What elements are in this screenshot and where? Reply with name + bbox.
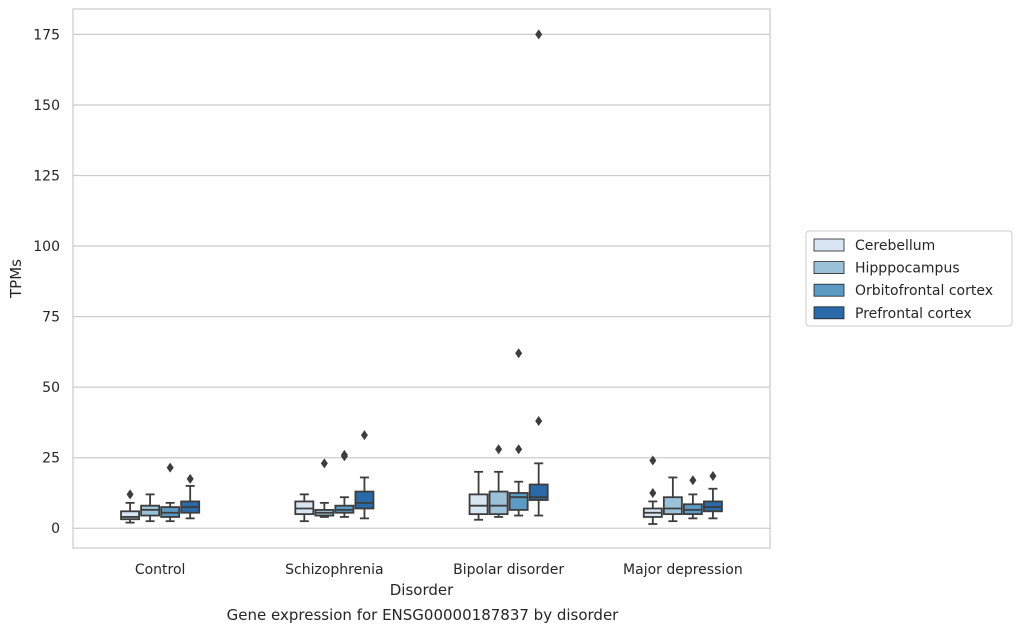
y-tick-label: 175: [33, 27, 60, 43]
legend-frame: [805, 230, 1013, 327]
box-1-1: [314, 458, 335, 518]
y-tick-label: 125: [33, 168, 60, 184]
box-iqr: [354, 490, 375, 510]
y-tick-label: 50: [42, 380, 60, 396]
box-3-0: [180, 473, 201, 520]
box-2-0: [160, 462, 181, 523]
outlier-point: [515, 444, 523, 455]
box-iqr: [488, 490, 509, 516]
outlier-point: [495, 444, 503, 455]
legend: Cerebellum Hipppocampus Orbitofrontal cort…: [805, 230, 1013, 327]
outlier-point: [689, 475, 697, 486]
outlier-point: [535, 416, 543, 427]
x-tick-label: Bipolar disorder: [453, 562, 564, 578]
legend-swatch: [813, 283, 845, 297]
box-iqr: [508, 492, 529, 511]
grid-lines: [73, 33, 770, 529]
outlier-point: [166, 462, 174, 473]
legend-swatch: [813, 261, 845, 275]
x-axis-label: Disorder: [390, 581, 454, 599]
box-iqr: [468, 493, 489, 516]
outlier-point: [360, 430, 368, 441]
box-0-0: [120, 489, 140, 524]
x-tick-label: Control: [135, 562, 186, 578]
box-2-1: [334, 449, 355, 518]
box-2-2: [508, 348, 529, 517]
box-0-2: [468, 470, 489, 521]
outlier-point: [709, 471, 717, 482]
box-3-3: [703, 471, 723, 520]
outlier-point: [535, 29, 543, 40]
x-tick-labels: Control Schizophrenia Bipolar disorder Majo…: [135, 562, 743, 578]
box-iqr: [662, 496, 683, 516]
y-tick-labels: 0 25 50 75 100 125 150 175: [33, 27, 60, 537]
legend-swatch: [813, 306, 845, 320]
chart-caption: Gene expression for ENSG00000187837 by d…: [226, 606, 619, 624]
box-0-3: [642, 455, 663, 525]
legend-label: Hipppocampus: [855, 261, 960, 277]
box-1-3: [662, 476, 683, 523]
y-tick-label: 100: [33, 239, 60, 255]
box-iqr: [528, 483, 549, 501]
box-1-0: [140, 493, 161, 523]
outlier-point: [649, 487, 657, 498]
box-1-2: [488, 444, 509, 518]
boxes-layer: [120, 29, 723, 525]
y-tick-label: 25: [42, 451, 60, 467]
x-tick-label: Major depression: [623, 562, 743, 578]
outlier-point: [126, 489, 134, 500]
x-tick-label: Schizophrenia: [285, 562, 383, 578]
y-tick-label: 150: [33, 98, 60, 114]
legend-swatch: [813, 238, 845, 252]
outlier-point: [320, 458, 328, 469]
box-3-1: [354, 430, 375, 520]
box-iqr: [120, 510, 140, 521]
outlier-point: [515, 348, 523, 359]
y-tick-label: 75: [42, 310, 60, 326]
outlier-point: [186, 473, 194, 484]
box-3-2: [528, 29, 549, 517]
outlier-point: [340, 449, 348, 460]
y-axis-label: TPMs: [7, 259, 25, 299]
plot-frame: [72, 8, 771, 549]
legend-label: Cerebellum: [855, 238, 935, 254]
outlier-point: [649, 455, 657, 466]
y-tick-label: 0: [51, 521, 60, 537]
legend-label: Orbitofrontal cortex: [855, 283, 993, 299]
box-0-1: [294, 493, 315, 523]
box-2-3: [682, 475, 703, 520]
legend-label: Prefrontal cortex: [855, 306, 972, 322]
